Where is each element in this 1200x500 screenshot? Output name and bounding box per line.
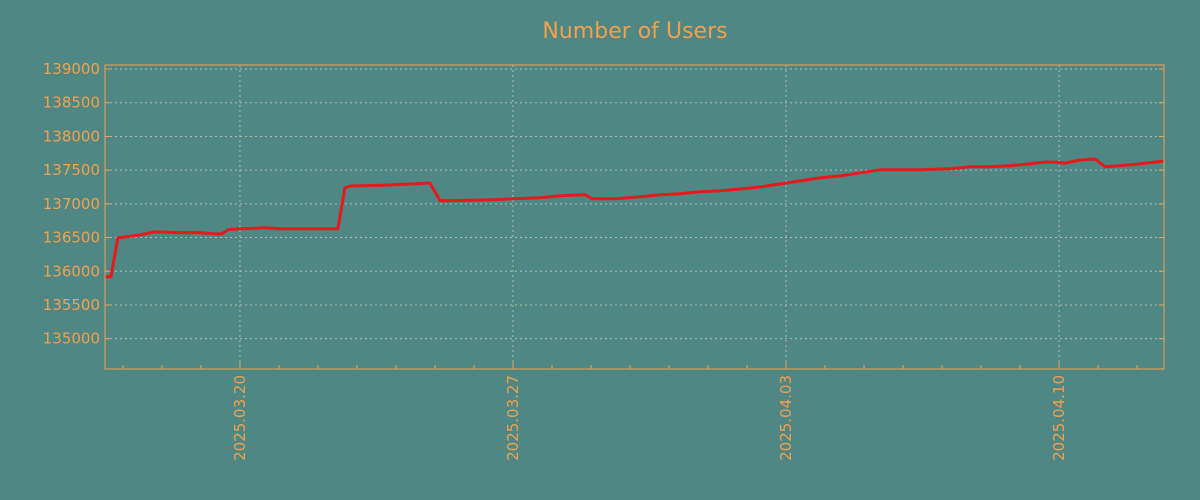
y-tick-label: 136000 [43, 262, 100, 280]
chart-title: Number of Users [542, 19, 727, 44]
y-tick-label: 135000 [43, 330, 100, 348]
x-tick-label: 2025.04.10 [1050, 375, 1068, 461]
x-axis: 2025.03.20 2025.03.27 2025.04.03 2025.04.10 [122, 362, 1138, 461]
y-tick-label: 138500 [43, 94, 100, 112]
plot-frame [104, 64, 1165, 370]
y-tick-label: 137000 [43, 195, 100, 213]
y-tick-label: 135500 [43, 296, 100, 314]
grid [105, 65, 1164, 369]
y-tick-label: 136500 [43, 229, 100, 247]
series-line-number-of-users [105, 157, 1165, 279]
x-tick-label: 2025.03.27 [504, 375, 522, 461]
y-tick-label: 138000 [43, 127, 100, 145]
x-tick-label: 2025.04.03 [777, 375, 795, 461]
y-axis: 135000 135500 136000 136500 137000 137500 1380… [43, 60, 1164, 348]
y-tick-label: 137500 [43, 161, 100, 179]
x-tick-label: 2025.03.20 [231, 375, 249, 461]
y-tick-label: 139000 [43, 60, 100, 78]
